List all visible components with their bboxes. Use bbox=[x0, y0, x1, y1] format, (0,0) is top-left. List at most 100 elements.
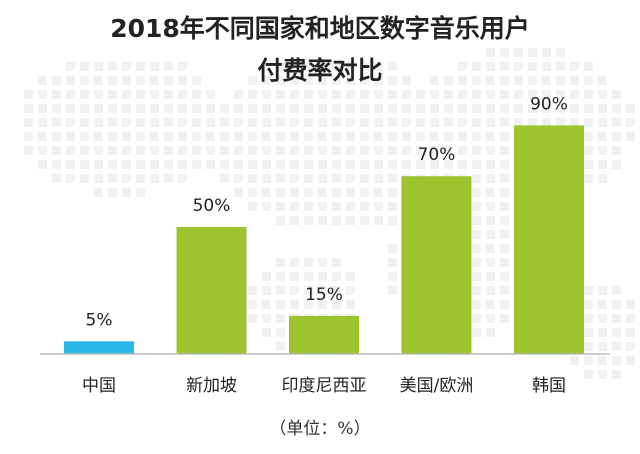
map-dot bbox=[38, 76, 47, 85]
map-dot bbox=[178, 132, 187, 141]
map-dot bbox=[136, 90, 145, 99]
map-dot bbox=[290, 300, 299, 309]
map-dot bbox=[318, 202, 327, 211]
map-dot bbox=[332, 76, 341, 85]
map-dot bbox=[626, 314, 635, 323]
map-dot bbox=[332, 188, 341, 197]
bar-value-label-2: 15% bbox=[305, 285, 343, 305]
map-dot bbox=[66, 62, 75, 71]
map-dot bbox=[178, 104, 187, 113]
map-dot bbox=[304, 146, 313, 155]
map-dot bbox=[346, 104, 355, 113]
map-dot bbox=[150, 118, 159, 127]
map-dot bbox=[248, 286, 257, 295]
map-dot bbox=[80, 90, 89, 99]
map-dot bbox=[122, 118, 131, 127]
map-dot bbox=[234, 132, 243, 141]
map-dot bbox=[24, 104, 33, 113]
map-dot bbox=[584, 342, 593, 351]
map-dot bbox=[262, 314, 271, 323]
map-dot bbox=[598, 160, 607, 169]
map-dot bbox=[234, 118, 243, 127]
map-dot bbox=[276, 104, 285, 113]
map-dot bbox=[290, 188, 299, 197]
map-dot bbox=[374, 188, 383, 197]
map-dot bbox=[486, 76, 495, 85]
map-dot bbox=[150, 90, 159, 99]
map-dot bbox=[52, 146, 61, 155]
map-dot bbox=[318, 160, 327, 169]
map-dot bbox=[52, 118, 61, 127]
map-dot bbox=[332, 160, 341, 169]
map-dot bbox=[360, 104, 369, 113]
map-dot bbox=[304, 272, 313, 281]
map-dot bbox=[360, 202, 369, 211]
map-dot bbox=[318, 90, 327, 99]
map-dot bbox=[346, 272, 355, 281]
map-dot bbox=[402, 118, 411, 127]
map-dot bbox=[332, 300, 341, 309]
map-dot bbox=[444, 146, 453, 155]
map-dot bbox=[374, 104, 383, 113]
map-dot bbox=[248, 90, 257, 99]
map-dot bbox=[584, 90, 593, 99]
category-label-0: 中国 bbox=[82, 376, 116, 396]
map-dot bbox=[234, 174, 243, 183]
map-dot bbox=[38, 132, 47, 141]
map-dot bbox=[164, 104, 173, 113]
map-dot bbox=[584, 104, 593, 113]
map-dot bbox=[486, 62, 495, 71]
map-dot bbox=[94, 160, 103, 169]
map-dot bbox=[122, 90, 131, 99]
map-dot bbox=[626, 342, 635, 351]
map-dot bbox=[388, 76, 397, 85]
map-dot bbox=[416, 118, 425, 127]
map-dot bbox=[472, 286, 481, 295]
map-dot bbox=[276, 328, 285, 337]
map-dot bbox=[52, 174, 61, 183]
map-dot bbox=[164, 160, 173, 169]
map-dot bbox=[290, 90, 299, 99]
map-dot bbox=[108, 118, 117, 127]
map-dot bbox=[346, 216, 355, 225]
map-dot bbox=[416, 90, 425, 99]
map-dot bbox=[402, 90, 411, 99]
map-dot bbox=[500, 146, 509, 155]
map-dot bbox=[500, 216, 509, 225]
map-dot bbox=[486, 160, 495, 169]
map-dot bbox=[262, 132, 271, 141]
map-dot bbox=[276, 272, 285, 281]
map-dot bbox=[178, 146, 187, 155]
map-dot bbox=[192, 76, 201, 85]
map-dot bbox=[136, 160, 145, 169]
map-dot bbox=[122, 132, 131, 141]
map-dot bbox=[206, 160, 215, 169]
map-dot bbox=[136, 146, 145, 155]
map-dot bbox=[178, 160, 187, 169]
map-dot bbox=[24, 146, 33, 155]
map-dot bbox=[612, 146, 621, 155]
map-dot bbox=[122, 104, 131, 113]
map-dot bbox=[486, 328, 495, 337]
map-dot bbox=[584, 132, 593, 141]
map-dot bbox=[472, 202, 481, 211]
map-dot bbox=[248, 160, 257, 169]
map-dot bbox=[626, 118, 635, 127]
map-dot bbox=[500, 202, 509, 211]
map-dot bbox=[528, 104, 537, 113]
map-dot bbox=[500, 188, 509, 197]
map-dot bbox=[472, 188, 481, 197]
map-dot bbox=[276, 300, 285, 309]
map-dot bbox=[500, 90, 509, 99]
map-dot bbox=[94, 90, 103, 99]
map-dot bbox=[24, 118, 33, 127]
map-dot bbox=[66, 90, 75, 99]
map-dot bbox=[178, 118, 187, 127]
map-dot bbox=[500, 160, 509, 169]
map-dot bbox=[514, 76, 523, 85]
map-dot bbox=[402, 132, 411, 141]
map-dot bbox=[612, 286, 621, 295]
map-dot bbox=[472, 216, 481, 225]
map-dot bbox=[542, 104, 551, 113]
map-dot bbox=[360, 188, 369, 197]
